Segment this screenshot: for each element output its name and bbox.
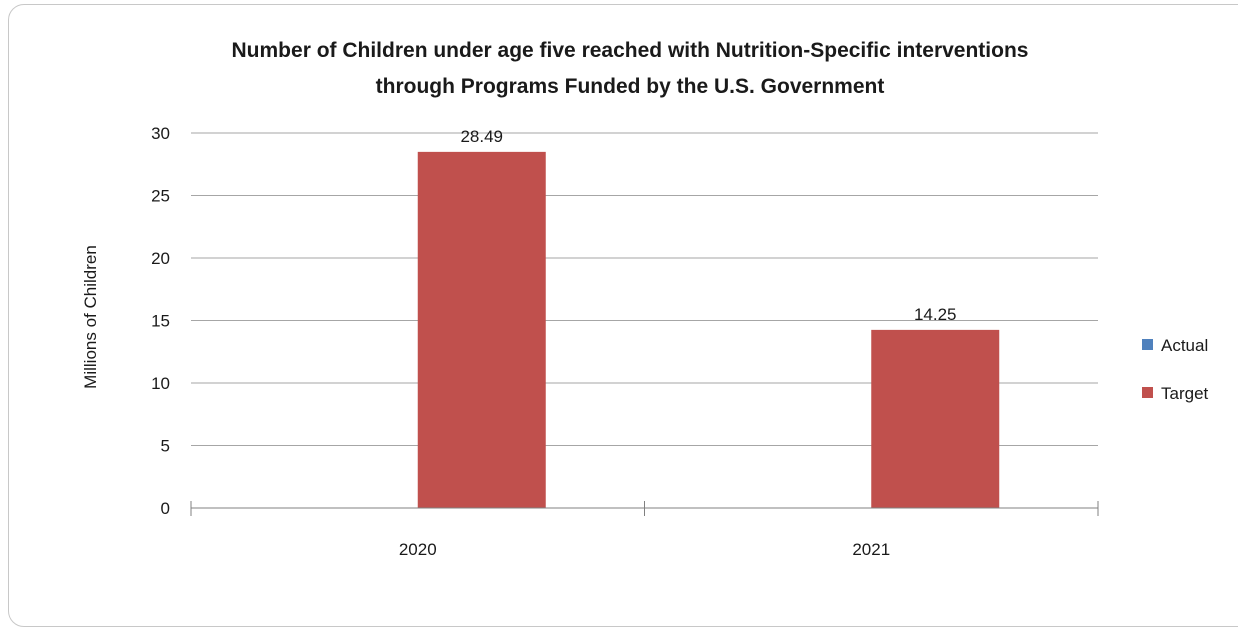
chart-frame [8,4,1238,627]
y-tick-label: 30 [151,124,170,143]
data-labels: 28.49 14.25 [460,127,956,324]
bar-target-2020 [417,151,546,508]
data-label-target-2021: 14.25 [914,305,957,324]
y-tick-label: 0 [161,499,170,518]
data-label-target-2020: 28.49 [460,127,503,146]
chart-title-line-2: through Programs Funded by the U.S. Gove… [376,75,885,98]
legend: Actual Target [1142,336,1209,403]
legend-label-target: Target [1161,384,1209,403]
chart-title-line-1: Number of Children under age five reache… [232,39,1029,62]
y-tick-label: 25 [151,187,170,206]
x-axis [190,501,1099,516]
legend-label-actual: Actual [1161,336,1208,355]
gridlines [191,132,1098,446]
y-tick-label: 10 [151,374,170,393]
legend-swatch-actual [1142,339,1153,350]
bar-target-2021 [871,329,1000,508]
legend-swatch-target [1142,387,1153,398]
y-tick-label: 20 [151,249,170,268]
y-tick-label: 5 [161,437,170,456]
chart-title: Number of Children under age five reache… [232,39,1029,98]
y-tick-label: 15 [151,312,170,331]
tick-labels: 0 5 10 15 20 25 30 2020 2021 [151,124,890,559]
y-axis-label: Millions of Children [81,245,100,389]
x-tick-label: 2021 [852,540,890,559]
x-tick-label: 2020 [399,540,437,559]
bars [417,151,1000,508]
